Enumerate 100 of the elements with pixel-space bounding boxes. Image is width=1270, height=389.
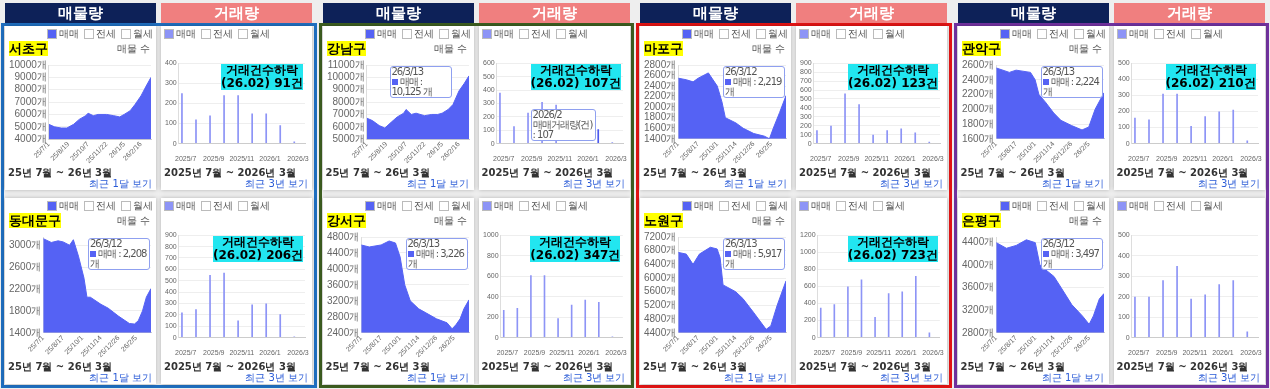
text: 2025년 7월 ~ 2026년 3월 <box>799 167 931 178</box>
y-tick-label: 2200개 <box>644 90 677 102</box>
y-axis-title: 매물 수 <box>434 215 468 227</box>
text: 25년 7월 ~ 26년 3월 <box>960 167 1065 178</box>
legend-label: 월세 <box>768 28 788 40</box>
chart-title: 거래량 <box>478 3 630 23</box>
annotation: 거래건수하락 (26.02) 123건 <box>848 63 939 91</box>
y-tick-label: 3200개 <box>961 304 994 315</box>
y-tick-label: 9000개 <box>332 83 365 95</box>
text: 매매 <box>1011 28 1032 40</box>
legend-label: 월세 <box>885 28 905 40</box>
legend-label: 월세 <box>250 28 270 40</box>
y-tick-label: 1600개 <box>961 132 994 144</box>
chart-title: 거래량 <box>1113 3 1265 23</box>
y-tick-label: 4400개 <box>644 326 677 338</box>
chart-title: 거래량 <box>161 3 312 23</box>
y-tick-label: 7200개 <box>644 230 677 242</box>
legend-label: 매매 <box>376 200 397 212</box>
chart-subtitle: 노원구 <box>644 213 683 228</box>
annotation: 거래건수하락 (26.02) 210건 <box>1165 63 1256 91</box>
y-tick-label: 4800개 <box>326 230 359 242</box>
annotation: 26/3/12 매매 : 2,208 개 <box>90 238 147 269</box>
annotation: 2026/2 매매거래량(건) : 107 <box>532 108 593 140</box>
y-tick-label: 2800개 <box>961 326 994 338</box>
chart-title: 매물량 <box>640 3 791 23</box>
y-tick-label: 5200개 <box>644 299 677 311</box>
text: 25년 7월 ~ 26년 3월 <box>643 361 748 372</box>
y-axis-title: 매물 수 <box>1069 215 1103 227</box>
legend-label: 전세 <box>1165 28 1186 40</box>
legend-label: 전세 <box>1165 200 1186 212</box>
legend-label: 전세 <box>96 28 116 40</box>
y-tick-label: 2600개 <box>644 69 677 81</box>
y-tick-label: 2200개 <box>9 282 42 294</box>
annotation: 거래건수하락 (26.02) 723건 <box>847 235 938 263</box>
legend-label: 매매 <box>1128 200 1149 212</box>
y-tick-label: 4000개 <box>326 262 359 274</box>
y-tick-label: 9000개 <box>14 71 47 83</box>
text: 2025년 7월 ~ 2026년 3월 <box>481 361 614 372</box>
text: 최근 1달 보기 <box>406 372 470 383</box>
legend-label: 매매 <box>176 200 196 212</box>
y-tick-label: 3000개 <box>9 238 42 250</box>
legend-label: 전세 <box>213 28 233 40</box>
chart-title: 매물량 <box>322 3 474 23</box>
legend-label: 월세 <box>133 200 153 212</box>
legend-label: 매매 <box>811 200 831 212</box>
legend-label: 전세 <box>731 200 751 212</box>
legend-label: 전세 <box>848 200 868 212</box>
text: 최근 1달 보기 <box>1041 372 1105 383</box>
text: 최근 1달 보기 <box>89 178 152 189</box>
text: 최근 1달 보기 <box>1041 178 1105 189</box>
y-tick-label: 5000개 <box>14 120 47 132</box>
legend-label: 전세 <box>413 28 434 40</box>
y-axis-title: 매물 수 <box>116 215 150 227</box>
legend-label: 전세 <box>530 200 551 212</box>
y-tick-label: 2000개 <box>961 103 994 115</box>
text: 25년 7월 ~ 26년 3월 <box>325 167 430 178</box>
y-tick-label: 2600개 <box>9 260 42 272</box>
text: 매매 <box>1011 200 1032 212</box>
legend-label: 월세 <box>1085 28 1106 40</box>
chart-subtitle: 마포구 <box>644 41 683 56</box>
annotation: 26/3/13 매매 : 5,917 개 <box>725 238 782 269</box>
annotation: 26/3/12 매매 : 2,219 개 <box>725 66 782 97</box>
y-tick-label: 1400개 <box>9 326 42 338</box>
y-tick-label: 1800개 <box>9 304 42 316</box>
y-tick-label: 2200개 <box>961 88 994 100</box>
text: 25년 7월 ~ 26년 3월 <box>960 361 1065 372</box>
text: 매매 <box>694 200 714 212</box>
chart-title: 거래량 <box>796 3 947 23</box>
y-axis-title: 매물 수 <box>434 43 468 55</box>
y-tick-label: 3600개 <box>961 281 994 293</box>
chart-subtitle: 강서구 <box>326 213 366 228</box>
y-axis-title: 매물 수 <box>751 43 785 55</box>
y-tick-label: 10000개 <box>9 58 47 70</box>
y-tick-label: 6800개 <box>644 244 677 256</box>
chart-title: 매물량 <box>957 3 1109 23</box>
text: 2025년 7월 ~ 2026년 3월 <box>164 361 296 372</box>
y-tick-label: 2800개 <box>644 58 677 70</box>
legend-label: 매매 <box>1128 28 1149 40</box>
y-axis-title: 매물 수 <box>1069 43 1103 55</box>
y-tick-label: 8000개 <box>14 83 47 95</box>
chart-subtitle: 강남구 <box>326 41 366 56</box>
y-tick-label: 4000개 <box>961 258 994 270</box>
annotation: 26/3/12 매매 : 3,497 개 <box>1042 238 1099 269</box>
annotation: 거래건수하락 (26.02) 206건 <box>213 235 304 263</box>
y-tick-label: 8000개 <box>332 95 365 107</box>
text: 최근 3년 보기 <box>245 372 308 383</box>
y-tick-label: 3600개 <box>326 278 359 290</box>
chart-subtitle: 서초구 <box>9 41 48 56</box>
y-tick-label: 4800개 <box>644 312 677 324</box>
legend-label: 매매 <box>59 200 79 212</box>
y-tick-label: 2000개 <box>644 100 677 112</box>
text: 최근 3년 보기 <box>562 178 626 189</box>
legend-label: 월세 <box>450 200 471 212</box>
text: 25년 7월 ~ 26년 3월 <box>325 361 430 372</box>
text: 최근 1달 보기 <box>724 178 787 189</box>
annotation: 26/3/13 매매 : 2,224 개 <box>1042 66 1099 97</box>
y-tick-label: 6000개 <box>14 108 47 120</box>
legend-label: 월세 <box>133 28 153 40</box>
text: 최근 1달 보기 <box>724 372 787 383</box>
y-tick-label: 11000개 <box>327 58 365 70</box>
